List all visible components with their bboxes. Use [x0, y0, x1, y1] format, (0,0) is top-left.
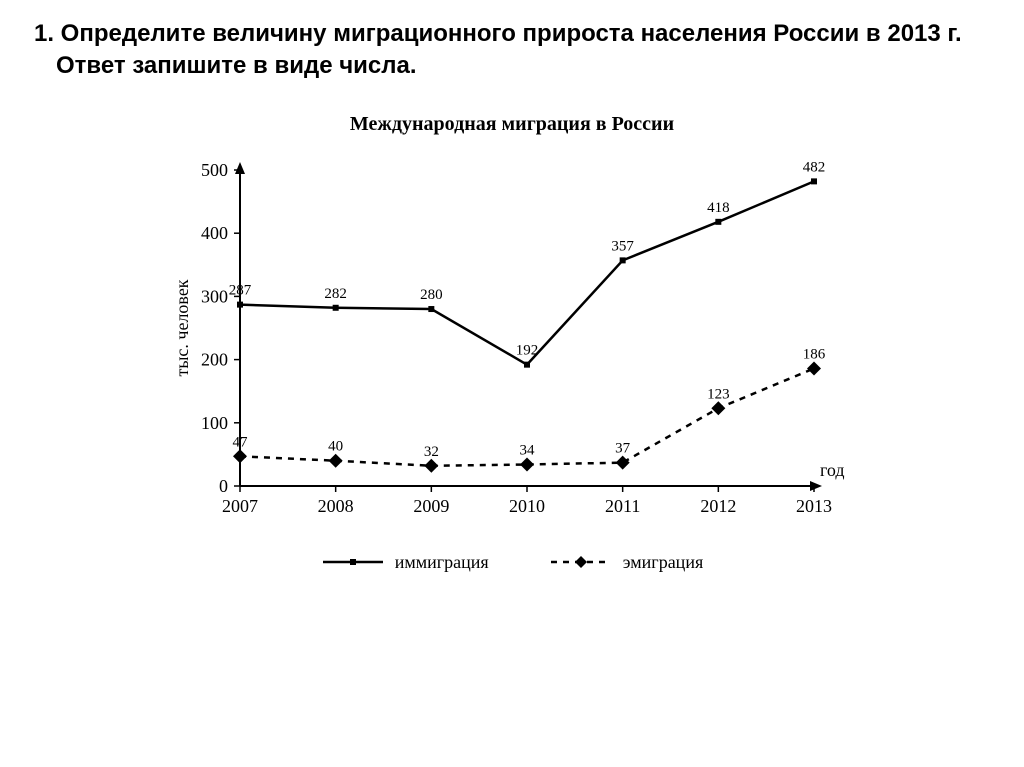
- chart-container: Международная миграция в России 0 100 200 3…: [162, 113, 862, 573]
- svg-text:482: 482: [803, 159, 826, 175]
- svg-text:418: 418: [707, 200, 730, 216]
- svg-text:34: 34: [520, 442, 536, 458]
- svg-text:32: 32: [424, 444, 439, 460]
- svg-text:37: 37: [615, 440, 631, 456]
- svg-text:400: 400: [201, 223, 228, 243]
- legend-swatch-immigration: [321, 553, 385, 571]
- svg-text:300: 300: [201, 286, 228, 306]
- svg-text:287: 287: [229, 282, 252, 298]
- legend-swatch-emigration: [549, 553, 613, 571]
- svg-text:тыс. человек: тыс. человек: [172, 279, 192, 376]
- question-text: 1. Определите величину миграционного при…: [52, 18, 994, 83]
- svg-text:2012: 2012: [700, 496, 736, 516]
- svg-text:2013: 2013: [796, 496, 832, 516]
- chart-title: Международная миграция в России: [162, 113, 862, 136]
- svg-text:2008: 2008: [318, 496, 354, 516]
- svg-text:357: 357: [611, 238, 634, 254]
- svg-text:2009: 2009: [413, 496, 449, 516]
- svg-text:186: 186: [803, 346, 826, 362]
- svg-text:192: 192: [516, 342, 539, 358]
- legend: иммиграция эмиграция: [162, 552, 862, 573]
- legend-label-immigration: иммиграция: [395, 552, 489, 573]
- svg-text:280: 280: [420, 287, 443, 303]
- svg-text:282: 282: [324, 286, 347, 302]
- svg-text:200: 200: [201, 349, 228, 369]
- svg-text:40: 40: [328, 439, 343, 455]
- svg-text:год: год: [820, 460, 845, 480]
- line-chart: 0 100 200 300 400 500 2007 2008 2009 2010 2011 2012…: [162, 146, 862, 536]
- legend-item-emigration: эмиграция: [549, 552, 704, 573]
- svg-text:0: 0: [219, 476, 228, 496]
- svg-text:2007: 2007: [222, 496, 258, 516]
- legend-label-emigration: эмиграция: [623, 552, 704, 573]
- svg-text:100: 100: [201, 413, 228, 433]
- svg-text:123: 123: [707, 386, 730, 402]
- svg-text:47: 47: [233, 434, 249, 450]
- svg-text:500: 500: [201, 160, 228, 180]
- svg-text:2010: 2010: [509, 496, 545, 516]
- svg-text:2011: 2011: [605, 496, 640, 516]
- legend-item-immigration: иммиграция: [321, 552, 489, 573]
